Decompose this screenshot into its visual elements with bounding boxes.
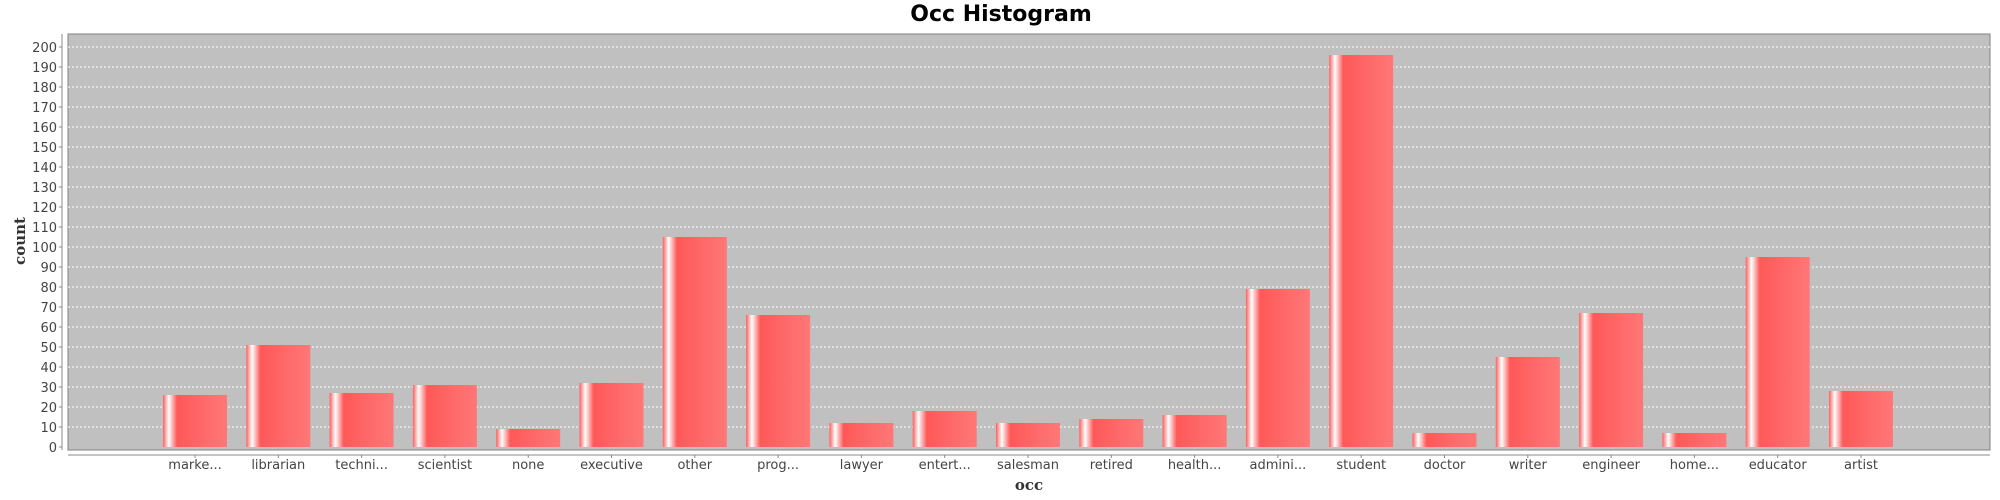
x-tick-label: prog...	[757, 458, 799, 473]
x-axis-label: occ	[1015, 476, 1043, 494]
x-tick-label: techni...	[335, 458, 388, 473]
x-tick-label: health...	[1168, 458, 1222, 473]
y-tick-label: 200	[32, 41, 57, 56]
bar-4	[496, 429, 561, 447]
bar-14	[1329, 55, 1394, 447]
bar-19	[1745, 257, 1810, 447]
y-tick-label: 100	[32, 241, 57, 256]
bar-0	[163, 395, 227, 447]
x-tick-label: lawyer	[840, 458, 884, 473]
y-tick-label: 70	[40, 301, 57, 316]
y-tick-label: 40	[40, 361, 57, 376]
y-tick-label: 130	[32, 181, 57, 196]
y-tick-label: 80	[40, 281, 57, 296]
y-tick-label: 120	[32, 201, 57, 216]
x-tick-label: educator	[1749, 458, 1808, 473]
bar-11	[1079, 419, 1144, 447]
plot-area	[67, 33, 1991, 451]
x-tick-label: marke...	[168, 458, 221, 473]
bar-18	[1662, 433, 1727, 447]
x-tick-label: entert...	[919, 458, 971, 473]
bar-1	[246, 345, 311, 447]
bar-17	[1579, 313, 1644, 447]
y-axis-label: count	[11, 217, 29, 265]
y-tick-label: 50	[40, 341, 57, 356]
bar-15	[1412, 433, 1477, 447]
bars	[163, 55, 1893, 447]
bar-12	[1162, 415, 1227, 447]
y-tick-label: 10	[40, 421, 57, 436]
y-tick-label: 140	[32, 161, 57, 176]
bar-16	[1495, 357, 1560, 447]
x-tick-label: retired	[1090, 458, 1133, 473]
x-tick-label: none	[512, 458, 544, 473]
bar-20	[1829, 391, 1893, 447]
x-tick-label: other	[677, 458, 712, 473]
x-tick-label: doctor	[1424, 458, 1466, 473]
bar-8	[829, 423, 894, 447]
x-tick-label: home...	[1670, 458, 1719, 473]
x-tick-label: engineer	[1582, 458, 1640, 473]
chart-title: Occ Histogram	[910, 2, 1092, 27]
x-tick-label: student	[1336, 458, 1386, 473]
bar-13	[1245, 289, 1310, 447]
bar-7	[746, 315, 811, 447]
x-tick-label: writer	[1509, 458, 1548, 473]
y-tick-label: 110	[32, 221, 57, 236]
x-tick-label: admini...	[1250, 458, 1307, 473]
y-tick-label: 90	[40, 261, 57, 276]
y-tick-label: 150	[32, 141, 57, 156]
bar-2	[329, 393, 394, 447]
x-tick-label: scientist	[418, 458, 472, 473]
bar-9	[912, 411, 977, 447]
x-tick-label: librarian	[251, 458, 305, 473]
bar-6	[662, 237, 727, 447]
gridlines	[68, 46, 1990, 428]
y-tick-label: 160	[32, 121, 57, 136]
y-tick-label: 0	[49, 441, 57, 456]
x-tick-label: salesman	[997, 458, 1059, 473]
y-tick-label: 20	[40, 401, 57, 416]
x-tick-label: artist	[1844, 458, 1878, 473]
y-tick-label: 170	[32, 101, 57, 116]
bar-10	[996, 423, 1060, 447]
y-tick-label: 30	[40, 381, 57, 396]
y-ticks: 0 10 20 30 40 50 60 70 80 90 100 110 120 130 140 150 160…	[32, 41, 62, 456]
y-tick-label: 180	[32, 81, 57, 96]
x-ticks: marke... librarian techni... scientist none e…	[168, 455, 1878, 473]
y-tick-label: 190	[32, 61, 57, 76]
bar-3	[412, 385, 477, 447]
x-tick-label: executive	[580, 458, 643, 473]
y-tick-label: 60	[40, 321, 57, 336]
bar-5	[579, 383, 644, 447]
